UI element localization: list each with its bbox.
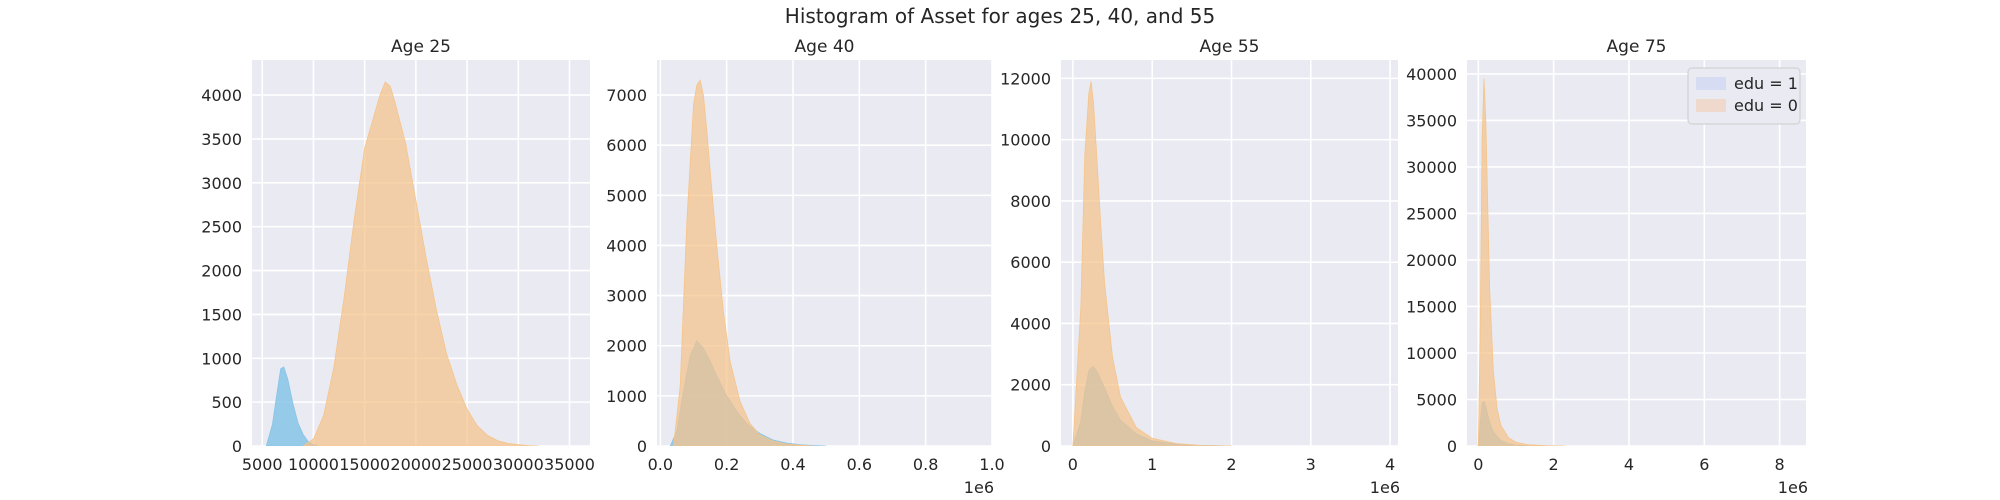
histogram-edu-0 bbox=[302, 81, 539, 446]
subplot-1: 5000 10000 15000 20000 25000 30000 35000 0 500 10… bbox=[201, 37, 595, 474]
y-tick-label: 0 bbox=[637, 437, 647, 456]
legend-swatch-legend-edu-1 bbox=[1696, 77, 1726, 90]
x-tick-label: 0.4 bbox=[780, 455, 805, 474]
legend-swatch-legend-edu-0 bbox=[1696, 99, 1726, 112]
x-tick-label: 5000 bbox=[242, 455, 283, 474]
x-tick-label: 1 bbox=[1147, 455, 1157, 474]
x-tick-label: 10000 bbox=[288, 455, 339, 474]
x-tick-label: 6 bbox=[1699, 455, 1709, 474]
y-tick-label: 1000 bbox=[201, 349, 242, 368]
subplot-3: 0 1 2 3 4 0 2000 4000 6000 8000 10000 12000 Age 55 1e… bbox=[1000, 37, 1400, 497]
y-tick-label: 15000 bbox=[1406, 297, 1457, 316]
histogram-edu-0 bbox=[1477, 78, 1565, 446]
histogram-edu-0 bbox=[1072, 81, 1232, 446]
y-tick-label: 10000 bbox=[1406, 344, 1457, 363]
y-tick-label: 1000 bbox=[606, 387, 647, 406]
legend-label: edu = 1 bbox=[1734, 74, 1798, 93]
x-tick-label: 1.0 bbox=[979, 455, 1004, 474]
subplot-title: Age 40 bbox=[795, 37, 855, 57]
y-tick-label: 20000 bbox=[1406, 251, 1457, 270]
subplot-2: 0.0 0.2 0.4 0.6 0.8 1.0 0 1000 2000 3000 4000 5000 6… bbox=[606, 37, 1004, 497]
y-tick-label: 2000 bbox=[1010, 376, 1051, 395]
y-tick-label: 35000 bbox=[1406, 111, 1457, 130]
x-tick-label: 30000 bbox=[493, 455, 544, 474]
x-tick-label: 0 bbox=[1473, 455, 1483, 474]
subplot-title: Age 55 bbox=[1200, 37, 1260, 57]
y-tick-label: 0 bbox=[232, 437, 242, 456]
x-tick-label: 0.0 bbox=[648, 455, 673, 474]
y-tick-label: 0 bbox=[1041, 437, 1051, 456]
x-tick-label: 35000 bbox=[544, 455, 595, 474]
x-tick-label: 0.8 bbox=[913, 455, 938, 474]
y-tick-label: 3000 bbox=[606, 287, 647, 306]
y-tick-label: 2500 bbox=[201, 218, 242, 237]
legend-label: edu = 0 bbox=[1734, 96, 1798, 115]
y-tick-label: 25000 bbox=[1406, 204, 1457, 223]
y-tick-label: 10000 bbox=[1000, 131, 1051, 150]
subplot-title: Age 25 bbox=[391, 37, 451, 57]
y-tick-label: 4000 bbox=[1010, 314, 1051, 333]
y-tick-label: 5000 bbox=[606, 186, 647, 205]
y-tick-label: 30000 bbox=[1406, 158, 1457, 177]
y-tick-label: 3000 bbox=[201, 174, 242, 193]
x-tick-label: 3 bbox=[1306, 455, 1316, 474]
y-tick-label: 7000 bbox=[606, 86, 647, 105]
y-tick-label: 4000 bbox=[201, 86, 242, 105]
x-tick-label: 15000 bbox=[339, 455, 390, 474]
x-tick-label: 25000 bbox=[442, 455, 493, 474]
x-tick-label: 4 bbox=[1624, 455, 1634, 474]
subplot-title: Age 75 bbox=[1607, 37, 1667, 57]
x-offset-label: 1e6 bbox=[1370, 478, 1400, 497]
y-tick-label: 5000 bbox=[1416, 390, 1457, 409]
histogram-edu-0 bbox=[673, 79, 813, 446]
y-tick-label: 1500 bbox=[201, 305, 242, 324]
x-tick-label: 8 bbox=[1775, 455, 1785, 474]
x-offset-label: 1e6 bbox=[1778, 478, 1808, 497]
x-tick-label: 0.6 bbox=[847, 455, 872, 474]
y-tick-label: 40000 bbox=[1406, 65, 1457, 84]
x-tick-label: 20000 bbox=[390, 455, 441, 474]
y-tick-label: 6000 bbox=[1010, 253, 1051, 272]
subplot-4: 0 2 4 6 8 0 5000 10000 15000 20000 25000 30000 35000… bbox=[1406, 37, 1808, 497]
y-tick-label: 8000 bbox=[1010, 192, 1051, 211]
y-tick-label: 4000 bbox=[606, 236, 647, 255]
figure-title: Histogram of Asset for ages 25, 40, and … bbox=[784, 4, 1216, 28]
x-offset-label: 1e6 bbox=[964, 478, 994, 497]
y-tick-label: 500 bbox=[211, 393, 242, 412]
x-tick-label: 2 bbox=[1226, 455, 1236, 474]
x-tick-label: 4 bbox=[1385, 455, 1395, 474]
x-tick-label: 0 bbox=[1068, 455, 1078, 474]
y-tick-label: 2000 bbox=[201, 262, 242, 281]
y-tick-label: 6000 bbox=[606, 136, 647, 155]
y-tick-label: 0 bbox=[1447, 437, 1457, 456]
y-tick-label: 12000 bbox=[1000, 69, 1051, 88]
x-tick-label: 0.2 bbox=[714, 455, 739, 474]
y-tick-label: 2000 bbox=[606, 337, 647, 356]
legend: edu = 1 edu = 0 bbox=[1687, 67, 1801, 125]
x-tick-label: 2 bbox=[1549, 455, 1559, 474]
y-tick-label: 3500 bbox=[201, 130, 242, 149]
